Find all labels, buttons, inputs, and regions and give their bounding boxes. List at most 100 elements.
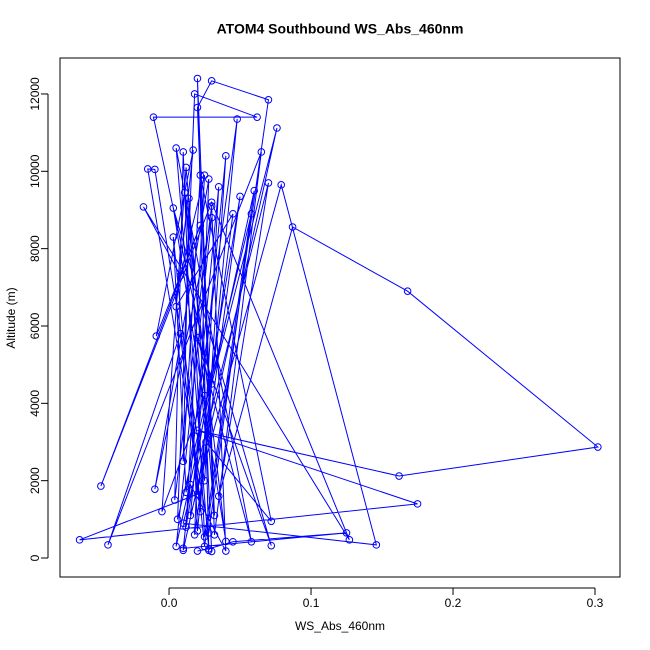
data-point [247, 537, 256, 546]
data-point [594, 443, 602, 451]
data-point [200, 532, 209, 541]
data-point [207, 198, 216, 207]
data-point [214, 182, 223, 191]
chart-title: ATOM4 Southbound WS_Abs_460nm [217, 21, 464, 37]
data-point [152, 332, 161, 340]
data-point [179, 148, 188, 156]
data-point [267, 517, 276, 526]
data-point [233, 115, 242, 123]
data-point [345, 536, 354, 544]
data-point [205, 529, 213, 537]
data-point [372, 541, 381, 549]
data-point [247, 210, 256, 218]
x-axis-label: WS_Abs_460nm [295, 619, 385, 633]
data-point [413, 500, 422, 508]
data-point [264, 95, 273, 104]
data-point [200, 171, 209, 179]
data-point [210, 511, 219, 520]
data-point [229, 210, 237, 218]
data-point [222, 152, 230, 160]
data-point [236, 192, 244, 201]
data-point [173, 515, 182, 524]
data-point [229, 537, 237, 546]
data-point [207, 202, 216, 210]
data-point [169, 204, 178, 212]
data-point [193, 490, 202, 499]
data-point [97, 482, 105, 490]
y-tick-label: 4000 [28, 390, 42, 417]
data-point [172, 144, 180, 152]
x-tick-label: 0.3 [587, 596, 604, 610]
data-point [202, 438, 210, 446]
data-point [207, 380, 216, 388]
data-point [214, 492, 223, 500]
data-point [288, 223, 297, 231]
data-point [196, 171, 205, 179]
data-point [342, 529, 351, 537]
data-point [180, 188, 189, 197]
data-point [196, 221, 205, 230]
x-tick-label: 0.0 [161, 596, 178, 610]
data-point [182, 163, 190, 172]
data-point [158, 507, 166, 516]
data-point [179, 457, 188, 466]
data-point [193, 547, 202, 555]
data-point [185, 194, 193, 203]
data-point [179, 544, 188, 553]
y-tick-label: 0 [28, 554, 42, 561]
data-point [207, 213, 216, 222]
data-point [182, 523, 190, 531]
data-point [200, 542, 209, 551]
data-point [176, 271, 185, 280]
data-point [190, 531, 199, 539]
data-point [264, 179, 273, 187]
data-point [193, 103, 202, 112]
y-tick-label: 12000 [28, 77, 42, 111]
data-point [250, 186, 259, 195]
data-point [190, 90, 199, 98]
data-point [267, 541, 276, 550]
plot-box [59, 57, 621, 578]
data-point [222, 547, 230, 555]
data-point [193, 333, 202, 342]
data-point [104, 541, 112, 549]
data-line [79, 78, 600, 552]
data-point [222, 537, 230, 546]
data-point [182, 488, 190, 497]
y-axis-label: Altitude (m) [4, 287, 18, 348]
data-point [169, 233, 178, 241]
data-point [193, 74, 202, 83]
data-point [172, 542, 180, 551]
x-tick-label: 0.2 [445, 596, 462, 610]
data-point [151, 485, 159, 493]
data-point [257, 148, 266, 156]
data-point [139, 203, 148, 211]
data-point [143, 165, 152, 173]
data-point [273, 124, 281, 132]
data-point [403, 287, 412, 295]
data-point [172, 302, 180, 311]
data-point [170, 496, 179, 504]
data-point [200, 391, 209, 400]
data-point [179, 546, 188, 555]
data-point [207, 547, 216, 556]
data-point [189, 146, 197, 154]
data-point [196, 507, 205, 516]
data-point [193, 426, 202, 435]
data-point [207, 77, 216, 85]
data-point [186, 511, 195, 520]
data-point [186, 480, 195, 489]
data-point [149, 113, 158, 121]
data-point [200, 476, 209, 485]
data-point [151, 165, 159, 174]
data-point [277, 181, 286, 189]
data-point [395, 472, 403, 480]
y-tick-label: 10000 [28, 154, 42, 188]
x-tick-label: 0.1 [303, 596, 320, 610]
y-tick-label: 2000 [28, 467, 42, 494]
data-point [205, 175, 213, 183]
data-point [75, 536, 84, 544]
y-tick-label: 8000 [28, 235, 42, 262]
y-tick-label: 6000 [28, 312, 42, 339]
